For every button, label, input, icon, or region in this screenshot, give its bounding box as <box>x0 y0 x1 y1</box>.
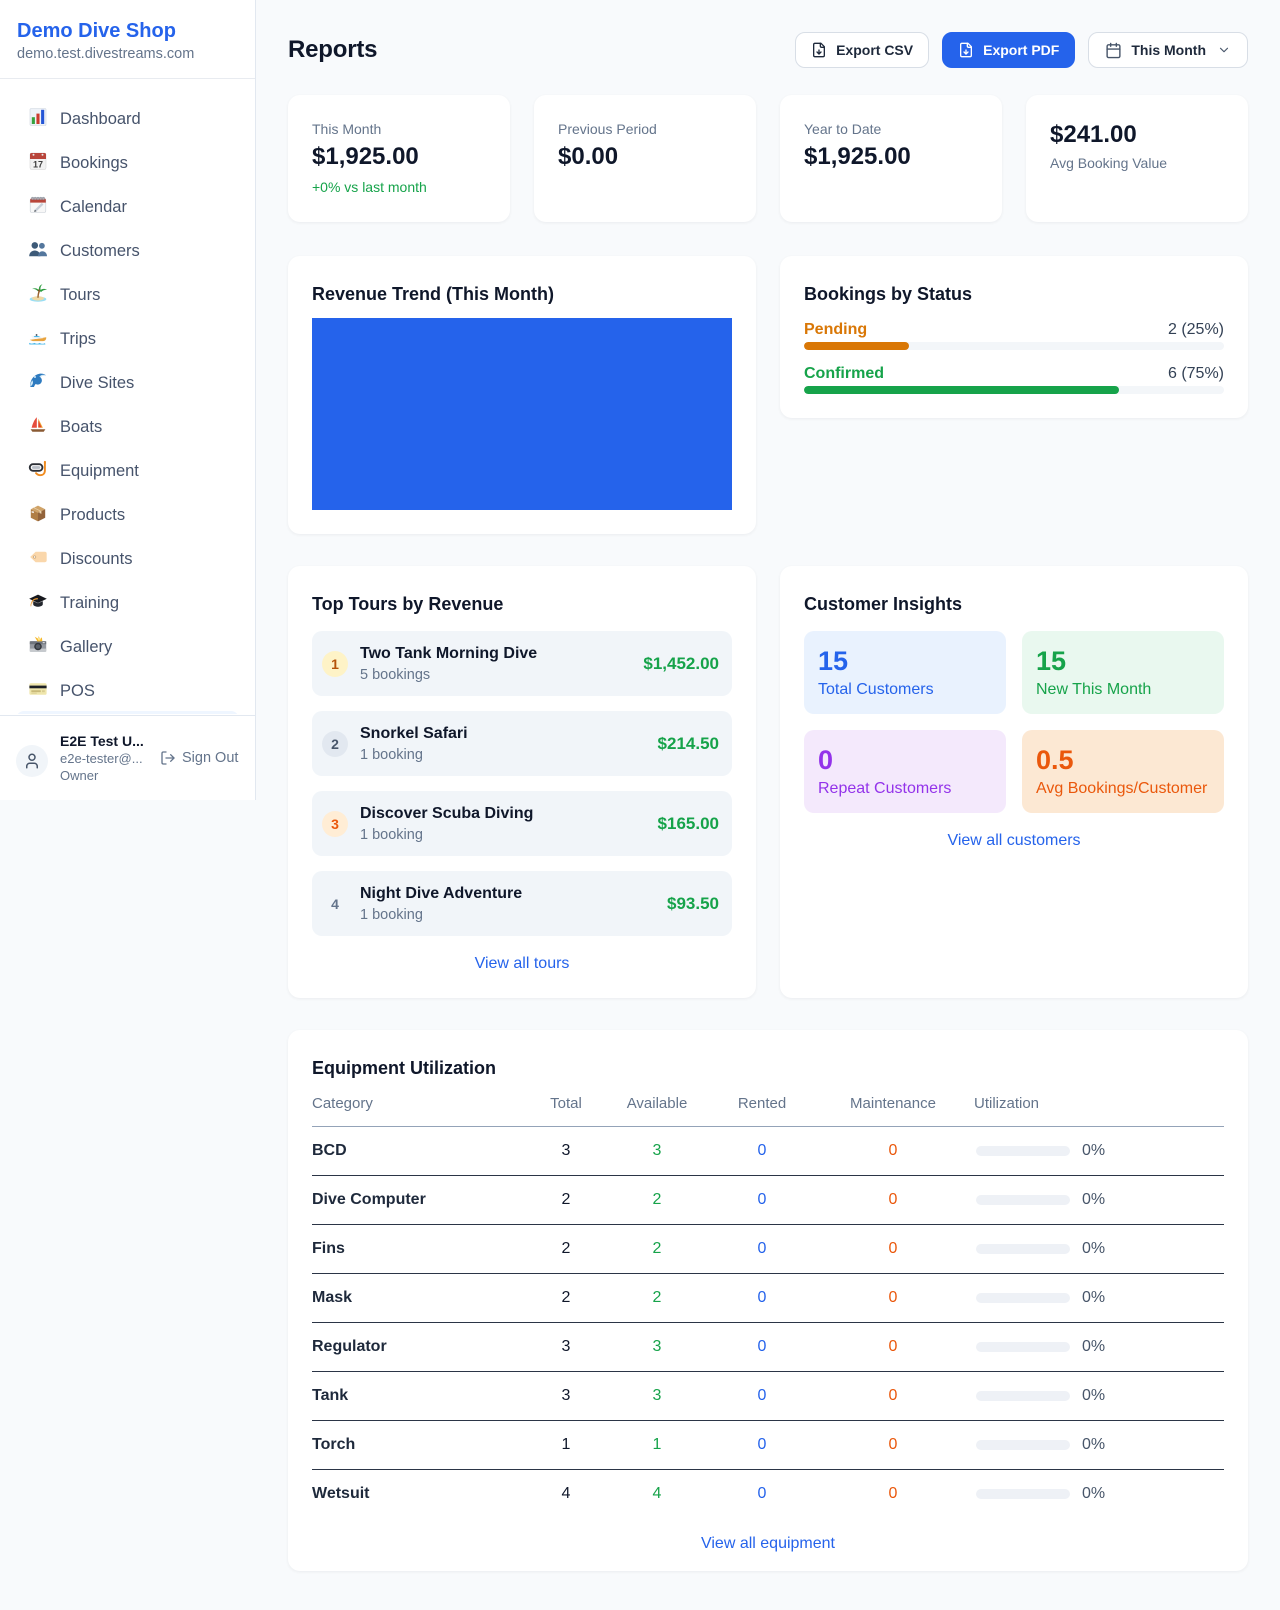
svg-text:17: 17 <box>33 159 43 169</box>
